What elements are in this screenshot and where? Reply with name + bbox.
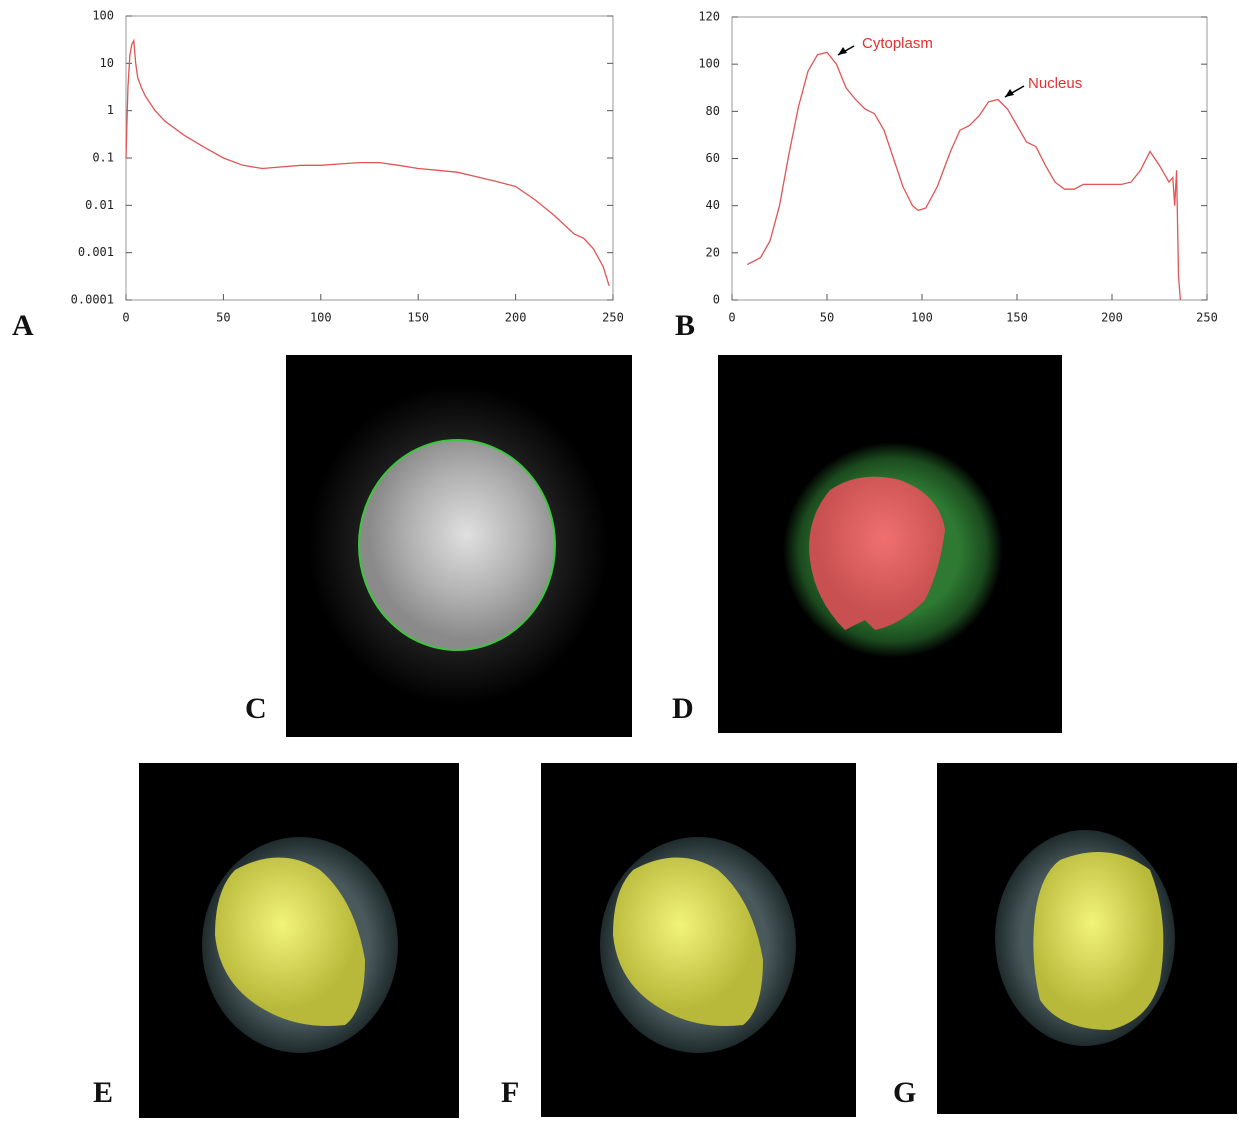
nucleus-3d — [613, 857, 763, 1026]
panel-label: G — [893, 1076, 916, 1109]
data-line — [125, 38, 610, 286]
y-tick-label: 0.0001 — [71, 293, 114, 307]
x-tick-label: 200 — [1101, 311, 1123, 325]
panel-label: A — [12, 309, 34, 342]
plot-frame — [125, 15, 614, 301]
y-tick-label: 0.01 — [85, 198, 114, 212]
y-tick-label: 20 — [706, 245, 720, 259]
y-tick-label: 120 — [698, 10, 720, 24]
panel-label: E — [93, 1076, 113, 1109]
panel-label: D — [672, 692, 694, 725]
panel-label: C — [245, 692, 267, 725]
x-tick-label: 0 — [122, 311, 129, 325]
x-tick-label: 150 — [407, 311, 429, 325]
y-tick-label: 0.001 — [78, 245, 114, 259]
x-tick-label: 250 — [1196, 311, 1218, 325]
arrow-head — [1005, 89, 1014, 97]
annotation: Nucleus — [1028, 75, 1082, 92]
y-tick-label: 100 — [698, 57, 720, 71]
panel-label: B — [675, 309, 695, 342]
x-tick-label: 100 — [911, 311, 933, 325]
y-tick-label: 60 — [706, 151, 720, 165]
nucleus-3d — [215, 857, 365, 1026]
nucleus-3d — [1033, 852, 1164, 1030]
plot-frame — [731, 16, 1208, 301]
y-tick-label: 0.1 — [92, 151, 114, 165]
y-tick-label: 1 — [107, 103, 114, 117]
panel-label: F — [501, 1076, 519, 1109]
x-tick-label: 200 — [505, 311, 527, 325]
y-tick-label: 100 — [92, 9, 114, 23]
x-tick-label: 150 — [1006, 311, 1028, 325]
y-tick-label: 40 — [706, 198, 720, 212]
annotation: Cytoplasm — [862, 35, 933, 52]
data-line — [746, 51, 1182, 301]
x-tick-label: 50 — [820, 311, 834, 325]
cell-outline — [358, 439, 556, 651]
y-tick-label: 80 — [706, 104, 720, 118]
arrow-head — [838, 47, 847, 55]
y-tick-label: 0 — [713, 293, 720, 307]
nucleus — [809, 476, 945, 630]
x-tick-label: 100 — [310, 311, 332, 325]
x-tick-label: 50 — [216, 311, 230, 325]
x-tick-label: 0 — [728, 311, 735, 325]
x-tick-label: 250 — [602, 311, 624, 325]
y-tick-label: 10 — [100, 56, 114, 70]
